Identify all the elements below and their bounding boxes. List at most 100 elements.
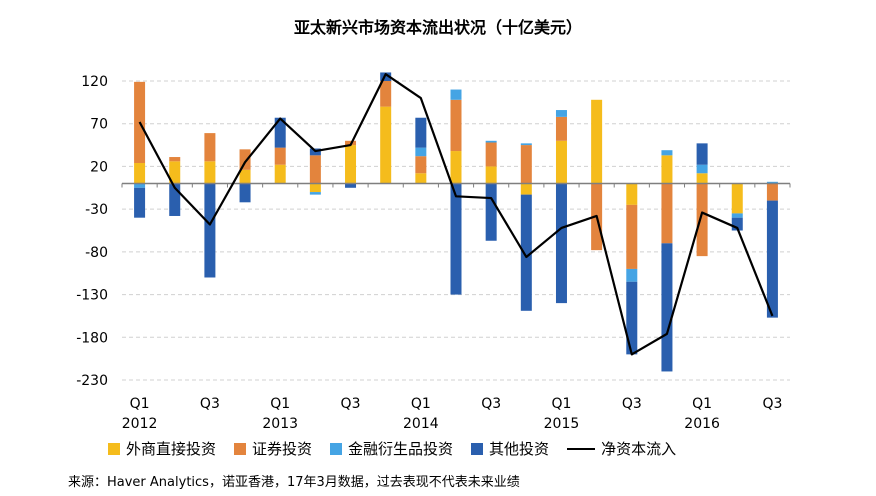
bar-segment xyxy=(134,187,146,218)
bar-segment xyxy=(696,164,708,174)
legend: 外商直接投资 证券投资 金融衍生品投资 其他投资 净资本流入 xyxy=(108,438,694,459)
legend-label-portfolio: 证券投资 xyxy=(252,440,313,458)
bar-segment xyxy=(415,173,427,184)
x-tick-label: Q1 xyxy=(130,396,150,412)
bar-segment xyxy=(661,150,673,156)
bar-segment xyxy=(450,183,462,295)
x-tick-label: Q1 xyxy=(411,396,431,412)
bar-segment xyxy=(450,89,462,100)
chart-title: 亚太新兴市场资本流出状况（十亿美元） xyxy=(293,18,582,37)
bar-segment xyxy=(380,72,392,81)
bar-segment xyxy=(555,140,567,184)
legend-swatch-fdi xyxy=(108,442,120,455)
x-year-label: 2014 xyxy=(403,416,439,432)
y-tick-label: -80 xyxy=(85,245,108,261)
bar-segment xyxy=(415,147,427,157)
legend-label-derivatives: 金融衍生品投资 xyxy=(348,440,454,458)
bar-segment xyxy=(731,217,743,231)
bar-segment xyxy=(169,183,181,216)
x-year-label: 2016 xyxy=(684,416,720,432)
y-tick-label: 70 xyxy=(90,117,108,133)
y-tick-label: -230 xyxy=(76,373,108,389)
bar-segment xyxy=(591,99,603,184)
bar-segment xyxy=(520,145,532,184)
x-tick-label: Q1 xyxy=(270,396,290,412)
bar-segment xyxy=(169,157,181,162)
bar-segment xyxy=(204,133,216,162)
bar-segment xyxy=(239,183,251,203)
bar-segment xyxy=(450,99,462,152)
bar-segment xyxy=(661,243,673,372)
x-tick-label: Q3 xyxy=(622,396,642,412)
y-tick-label: -130 xyxy=(76,288,108,304)
legend-item-derivatives: 金融衍生品投资 xyxy=(330,438,453,459)
bar-segment xyxy=(274,147,286,165)
bar-segment xyxy=(204,183,216,278)
legend-swatch-derivatives xyxy=(330,442,343,455)
bar-segment xyxy=(450,151,462,184)
bar-segment xyxy=(661,155,673,184)
legend-item-net-flow: 净资本流入 xyxy=(567,438,676,459)
bar-segment xyxy=(309,183,321,193)
y-tick-label: -30 xyxy=(85,202,108,218)
bar-segment xyxy=(380,81,392,107)
bar-segment xyxy=(485,183,497,241)
bar-segment xyxy=(134,183,146,188)
bar-segment xyxy=(485,142,497,167)
bar-segment xyxy=(239,169,251,184)
x-year-label: 2013 xyxy=(262,416,298,432)
bar-segment xyxy=(415,156,427,174)
bar-segment xyxy=(345,145,357,184)
x-tick-label: Q3 xyxy=(481,396,501,412)
bar-segment xyxy=(239,149,251,170)
bar-segment xyxy=(169,161,181,184)
x-year-label: 2015 xyxy=(544,416,580,432)
bar-segment xyxy=(626,204,638,269)
legend-item-portfolio: 证券投资 xyxy=(234,438,312,459)
y-tick-label: 20 xyxy=(90,159,108,175)
legend-swatch-net-flow xyxy=(567,447,596,450)
bar-segment xyxy=(766,200,778,318)
bar-segment xyxy=(696,173,708,184)
bar-layer xyxy=(134,72,778,372)
line-layer xyxy=(138,73,774,356)
bar-segment xyxy=(274,164,286,184)
bar-segment xyxy=(766,183,778,201)
bar-segment xyxy=(696,143,708,165)
bar-segment xyxy=(731,183,743,214)
source-note: 来源：Haver Analytics，诺亚香港，17年3月数据，过去表现不代表未… xyxy=(68,475,520,490)
bar-segment xyxy=(555,110,567,117)
legend-swatch-other xyxy=(471,442,484,455)
bar-segment xyxy=(309,155,321,184)
bar-segment xyxy=(555,183,567,304)
legend-label-net-flow: 净资本流入 xyxy=(601,440,677,458)
bar-segment xyxy=(520,183,532,195)
net-flow-line xyxy=(138,73,774,356)
bar-segment xyxy=(134,163,146,184)
x-year-label: 2012 xyxy=(122,416,158,432)
bar-segment xyxy=(731,213,743,218)
bar-segment xyxy=(345,183,357,188)
bar-segment xyxy=(485,166,497,184)
bar-segment xyxy=(520,143,532,146)
axis-layer: 120 70 20 -30 -80 -130 -180 -230 Q1 2012 Q3 Q1 2013 Q… xyxy=(76,74,791,432)
x-tick-label: Q3 xyxy=(200,396,220,412)
legend-item-fdi: 外商直接投资 xyxy=(108,438,216,459)
x-tick-label: Q1 xyxy=(692,396,712,412)
bar-segment xyxy=(696,183,708,257)
x-tick-label: Q1 xyxy=(552,396,572,412)
bar-segment xyxy=(415,117,427,148)
bar-segment xyxy=(661,183,673,244)
legend-swatch-portfolio xyxy=(234,442,247,455)
bar-segment xyxy=(204,161,216,184)
bar-segment xyxy=(485,140,497,143)
bar-segment xyxy=(274,117,286,148)
legend-label-fdi: 外商直接投资 xyxy=(126,440,217,458)
legend-item-other: 其他投资 xyxy=(471,438,549,459)
bar-segment xyxy=(555,116,567,141)
x-tick-label: Q3 xyxy=(762,396,782,412)
bar-segment xyxy=(380,106,392,184)
x-tick-label: Q3 xyxy=(341,396,361,412)
bar-segment xyxy=(626,281,638,355)
